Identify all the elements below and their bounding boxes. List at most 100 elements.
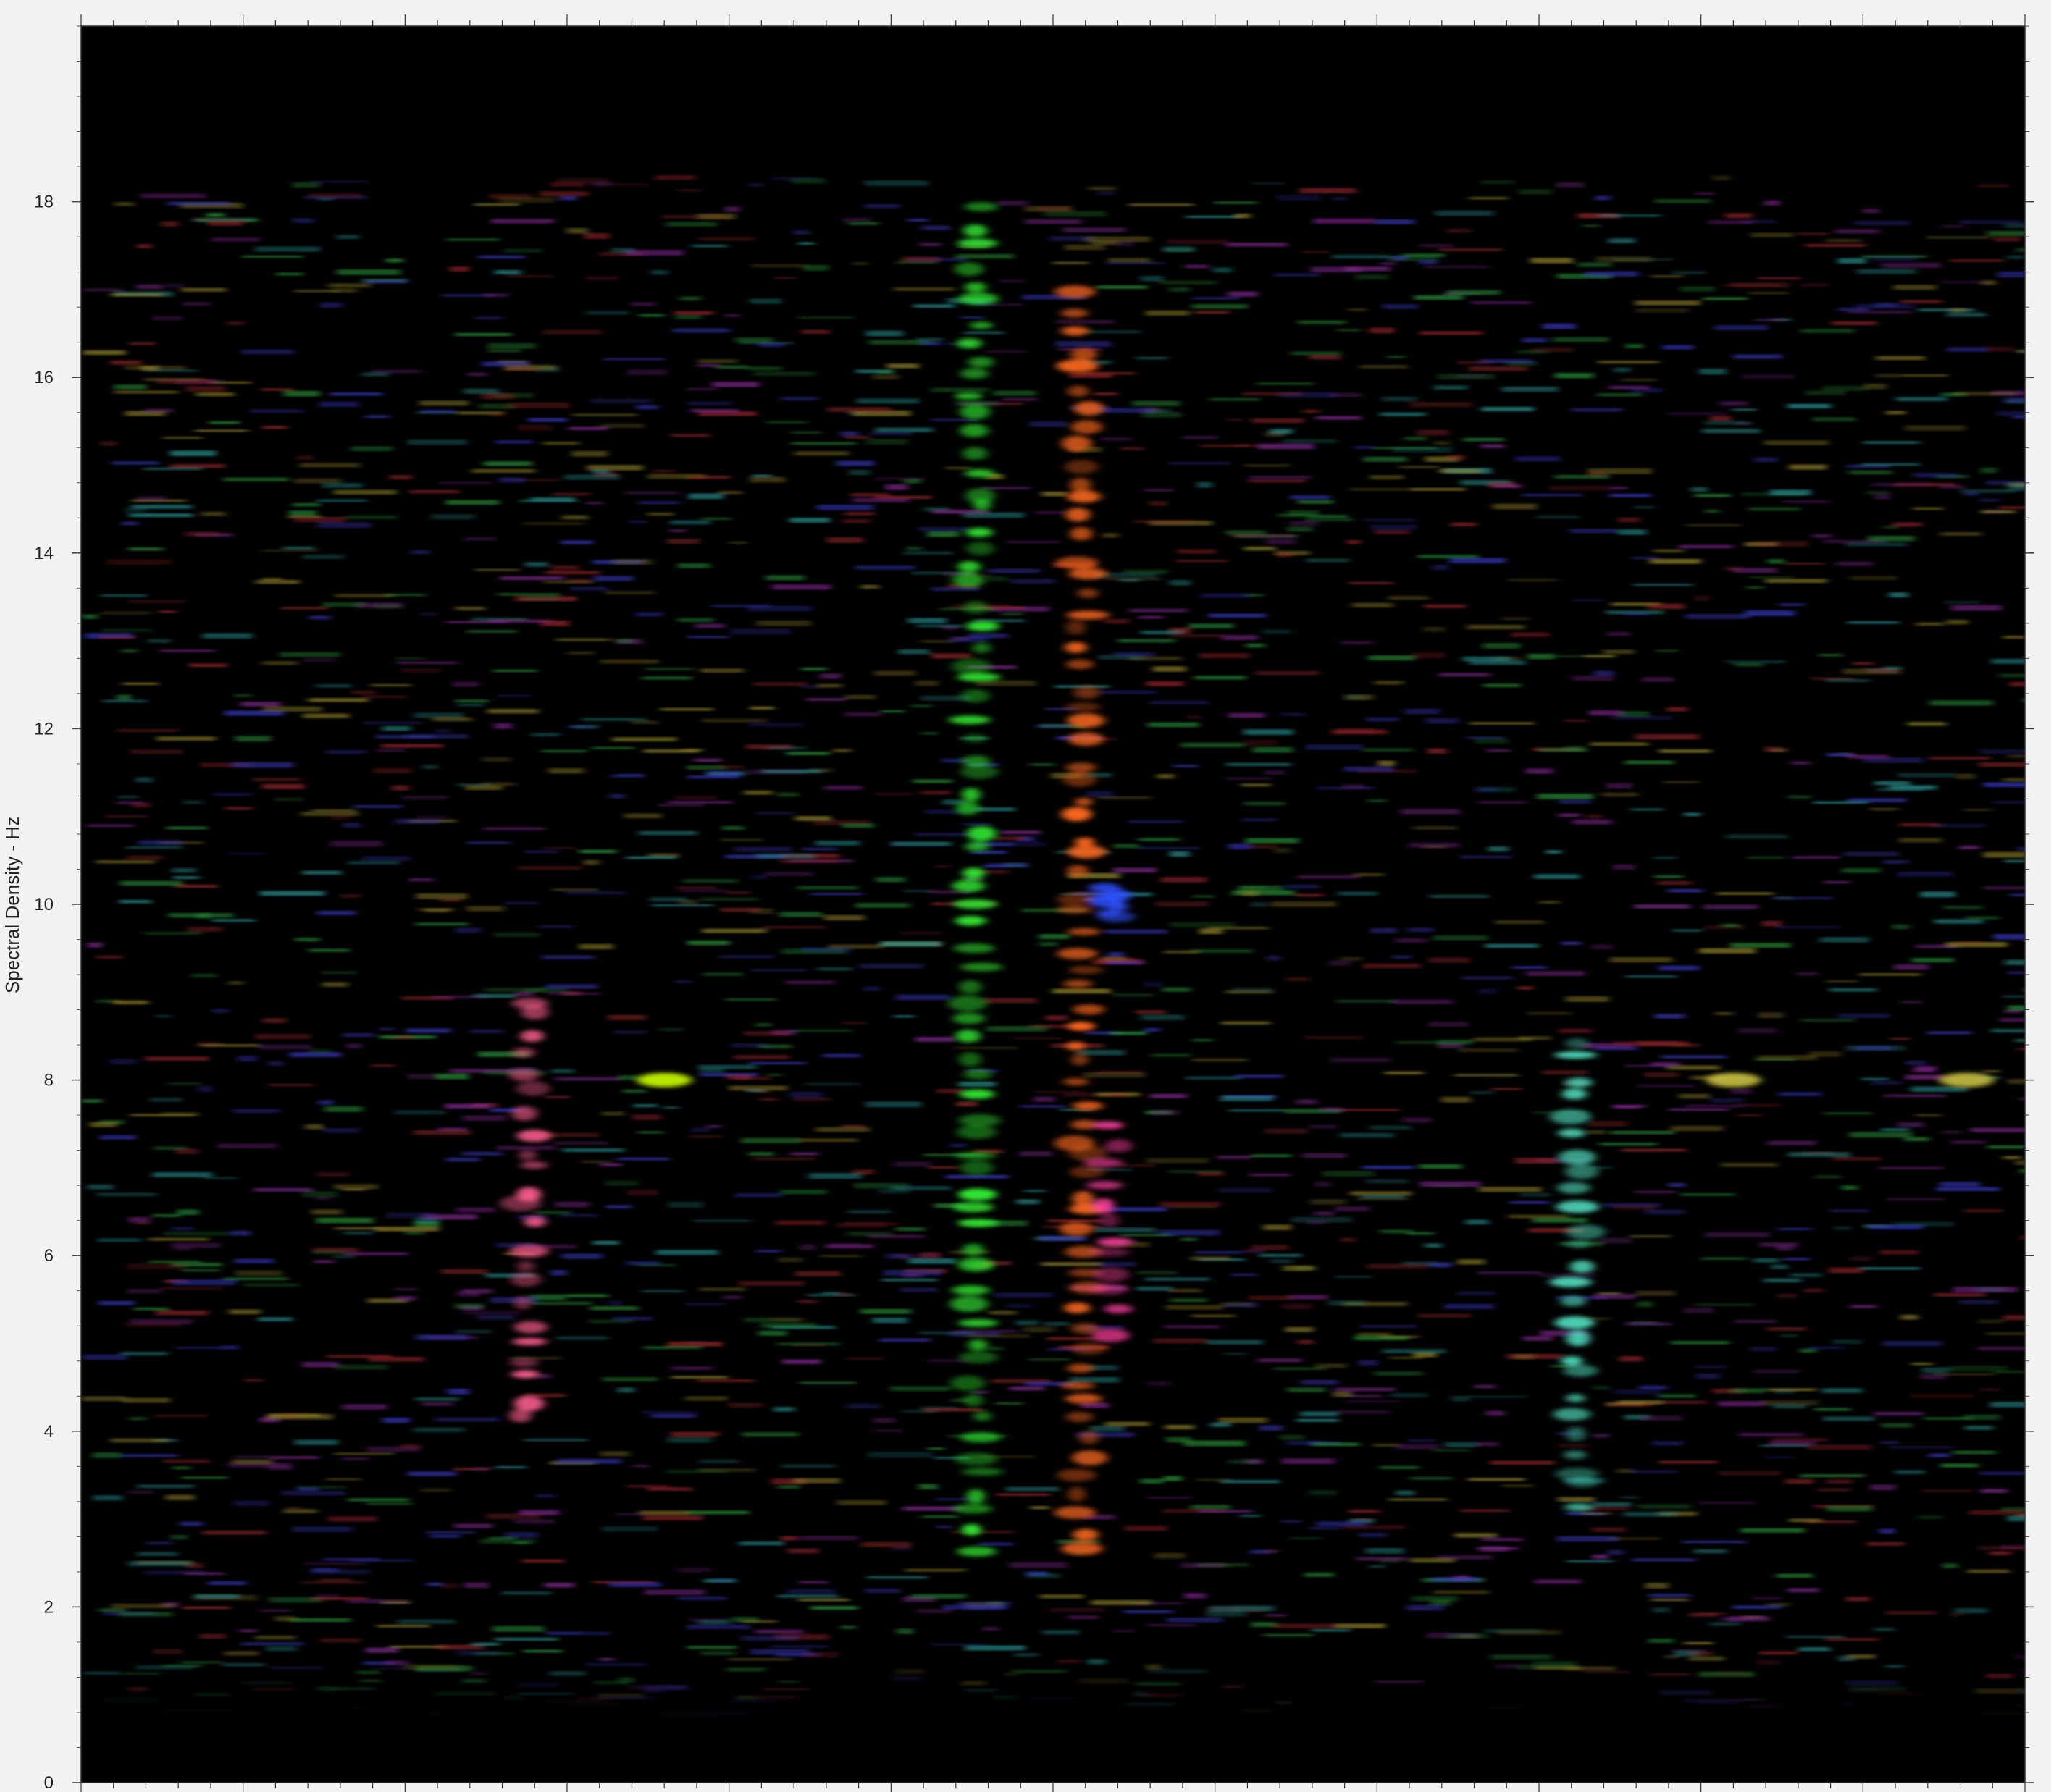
noise-speck bbox=[1396, 1490, 1414, 1496]
noise-speck bbox=[1186, 715, 1202, 720]
noise-speck bbox=[1169, 287, 1190, 292]
noise-speck bbox=[404, 1231, 425, 1235]
noise-speck bbox=[110, 1059, 137, 1064]
noise-speck bbox=[1106, 578, 1161, 581]
noise-speck bbox=[687, 1510, 750, 1515]
noise-speck bbox=[1151, 1053, 1191, 1057]
noise-speck bbox=[1350, 1191, 1412, 1196]
noise-speck bbox=[1027, 1573, 1061, 1578]
noise-speck bbox=[1141, 1014, 1184, 1020]
noise-speck bbox=[346, 1043, 362, 1049]
noise-speck bbox=[1651, 275, 1683, 278]
noise-speck bbox=[1777, 1227, 1812, 1230]
noise-speck bbox=[613, 1030, 647, 1034]
noise-speck bbox=[1251, 1245, 1288, 1250]
noise-speck bbox=[771, 1318, 806, 1321]
noise-speck bbox=[589, 1319, 632, 1323]
noise-speck bbox=[1645, 1583, 1669, 1589]
noise-speck bbox=[972, 1391, 989, 1394]
noise-speck bbox=[1940, 392, 1966, 397]
noise-speck bbox=[401, 668, 441, 673]
noise-speck bbox=[1897, 871, 1953, 877]
noise-speck bbox=[1244, 740, 1277, 746]
noise-speck bbox=[1740, 1528, 1805, 1533]
spectral-line-segment bbox=[1565, 1038, 1589, 1049]
noise-speck bbox=[1194, 1250, 1242, 1254]
noise-speck bbox=[1249, 844, 1277, 849]
noise-speck bbox=[99, 635, 135, 639]
noise-speck bbox=[1942, 1563, 1958, 1568]
noise-speck bbox=[160, 649, 215, 652]
noise-speck bbox=[1722, 284, 1779, 287]
noise-speck bbox=[403, 796, 448, 800]
noise-speck bbox=[1119, 892, 1152, 897]
spectral-line-segment bbox=[959, 1351, 998, 1364]
noise-speck bbox=[552, 888, 598, 891]
noise-speck bbox=[1916, 944, 1959, 948]
noise-speck bbox=[1225, 777, 1272, 780]
noise-speck bbox=[163, 437, 202, 439]
noise-speck bbox=[1884, 1094, 1946, 1098]
spectral-line-segment bbox=[1564, 1450, 1587, 1460]
noise-speck bbox=[1100, 1261, 1136, 1267]
noise-speck bbox=[1814, 1408, 1851, 1411]
noise-speck bbox=[1874, 494, 1891, 500]
y-tick-label: 12 bbox=[34, 719, 54, 739]
noise-speck bbox=[503, 248, 542, 253]
noise-speck bbox=[211, 237, 260, 242]
noise-speck bbox=[1781, 1334, 1798, 1337]
noise-speck bbox=[611, 248, 634, 253]
noise-speck bbox=[855, 565, 915, 570]
noise-speck bbox=[1636, 1301, 1653, 1308]
noise-speck bbox=[1245, 838, 1299, 844]
spectral-line-segment bbox=[1067, 713, 1105, 728]
noise-speck bbox=[499, 197, 555, 203]
noise-speck bbox=[524, 562, 548, 567]
noise-speck bbox=[1178, 549, 1216, 554]
spectral-line-segment bbox=[962, 788, 981, 802]
noise-speck bbox=[683, 749, 703, 752]
noise-speck bbox=[865, 439, 908, 445]
noise-speck bbox=[276, 272, 303, 276]
noise-speck bbox=[1049, 1607, 1105, 1612]
noise-speck bbox=[675, 980, 692, 983]
noise-speck bbox=[1410, 1557, 1455, 1563]
noise-speck bbox=[212, 793, 252, 796]
noise-speck bbox=[2002, 1156, 2021, 1159]
noise-speck bbox=[1313, 218, 1375, 224]
noise-speck bbox=[1266, 955, 1281, 961]
noise-speck bbox=[1460, 1509, 1509, 1513]
noise-speck bbox=[570, 586, 608, 591]
noise-speck bbox=[1614, 1389, 1661, 1395]
noise-speck bbox=[885, 484, 908, 490]
noise-speck bbox=[562, 515, 588, 520]
noise-speck bbox=[918, 526, 969, 531]
noise-speck bbox=[1952, 392, 2017, 396]
noise-speck bbox=[1823, 1416, 1875, 1421]
noise-speck bbox=[731, 1043, 766, 1048]
noise-speck bbox=[1146, 1623, 1196, 1627]
noise-speck bbox=[949, 636, 988, 642]
spectral-line-segment bbox=[1565, 1077, 1593, 1088]
noise-speck bbox=[96, 999, 120, 1003]
noise-speck bbox=[630, 302, 655, 306]
noise-speck bbox=[294, 478, 341, 484]
noise-speck bbox=[1501, 1484, 1533, 1488]
noise-speck bbox=[438, 1127, 466, 1131]
noise-speck bbox=[790, 1029, 852, 1032]
noise-speck bbox=[750, 298, 782, 304]
noise-speck bbox=[408, 878, 434, 882]
noise-speck bbox=[302, 870, 342, 875]
noise-speck bbox=[1943, 601, 1981, 604]
noise-speck bbox=[1911, 1086, 1968, 1093]
noise-speck bbox=[1837, 258, 1866, 264]
noise-speck bbox=[1144, 1027, 1160, 1032]
noise-speck bbox=[1758, 1055, 1818, 1061]
noise-speck bbox=[755, 1250, 781, 1253]
noise-speck bbox=[1859, 973, 1921, 976]
noise-speck bbox=[878, 1189, 910, 1194]
noise-speck bbox=[902, 890, 933, 893]
noise-speck bbox=[1013, 1036, 1062, 1040]
noise-speck bbox=[1188, 623, 1233, 628]
noise-speck bbox=[316, 1171, 348, 1177]
